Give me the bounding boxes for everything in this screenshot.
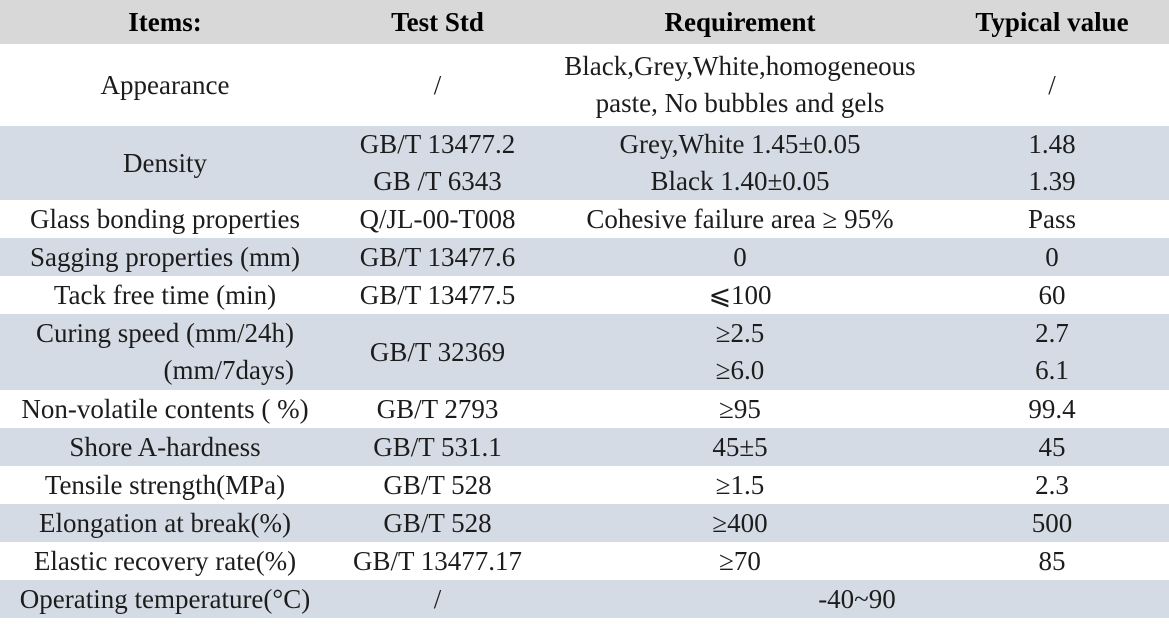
cell-line: 6.1	[1035, 355, 1069, 385]
cell-test-std: GB/T 13477.5	[359, 279, 516, 310]
cell-test-std: GB/T 531.1	[373, 431, 502, 462]
cell-requirement-merged: -40~90	[818, 583, 896, 614]
cell-requirement: Black,Grey,White,homogeneous paste, No b…	[545, 44, 935, 126]
cell-line: 1.39	[1028, 166, 1076, 196]
cell-item: Appearance	[100, 69, 230, 100]
cell-line: Curing speed (mm/24h)	[36, 318, 294, 348]
cell-typical-value: /	[1048, 69, 1056, 100]
cell-item: Non-volatile contents ( %)	[21, 393, 309, 424]
cell-line: GB /T 6343	[373, 166, 502, 196]
row-shore-hardness: Shore A-hardness GB/T 531.1 45±5 45	[0, 428, 1169, 466]
cell-line: ≥2.5	[715, 318, 765, 348]
cell-requirement: ≥95	[719, 393, 761, 424]
cell-requirement: ≥400	[712, 507, 768, 538]
cell-requirement: ≥70	[719, 545, 761, 576]
row-appearance: Appearance / Black,Grey,White,homogeneou…	[0, 44, 1169, 126]
cell-test-std: GB/T 13477.17	[352, 545, 522, 576]
cell-requirement: Cohesive failure area ≥ 95%	[586, 203, 894, 234]
cell-line: 2.7	[1035, 318, 1069, 348]
cell-typical-value: Pass	[1027, 203, 1076, 234]
header-typical-value: Typical value	[935, 0, 1169, 44]
cell-line: GB/T 13477.2	[359, 129, 516, 159]
cell-typical-value: 2.3	[1035, 469, 1069, 500]
cell-line: 1.48	[1028, 129, 1076, 159]
row-tack-free-time: Tack free time (min) GB/T 13477.5 ⩽100 6…	[0, 276, 1169, 314]
cell-test-std: GB/T 2793	[376, 393, 499, 424]
cell-test-std: GB/T 13477.6	[359, 241, 516, 272]
header-row: Items: Test Std Requirement Typical valu…	[0, 0, 1169, 44]
row-density: Density GB/T 13477.2 GB /T 6343 Grey,Whi…	[0, 126, 1169, 200]
cell-typical-value: 500	[1031, 507, 1073, 538]
cell-item: Operating temperature(°C)	[19, 583, 311, 614]
cell-line: ≥6.0	[715, 355, 765, 385]
row-curing-speed: Curing speed (mm/24h) (mm/7days) GB/T 32…	[0, 314, 1169, 390]
cell-typical-value: 60	[1038, 279, 1066, 310]
cell-typical-value: 85	[1038, 545, 1066, 576]
cell-line: Black,Grey,White,homogeneous	[564, 51, 916, 81]
cell-typical-value: 0	[1045, 241, 1059, 272]
cell-item: Tensile strength(MPa)	[44, 469, 286, 500]
cell-item: Sagging properties (mm)	[30, 241, 300, 272]
header-test-std: Test Std	[330, 0, 545, 44]
header-items: Items:	[0, 0, 330, 44]
cell-item: Tack free time (min)	[53, 279, 277, 310]
row-sagging: Sagging properties (mm) GB/T 13477.6 0 0	[0, 238, 1169, 276]
cell-line: Black 1.40±0.05	[650, 166, 830, 196]
cell-line: paste, No bubbles and gels	[595, 88, 885, 118]
cell-test-std: GB/T 13477.2 GB /T 6343	[330, 126, 545, 200]
row-elastic-recovery: Elastic recovery rate(%) GB/T 13477.17 ≥…	[0, 542, 1169, 580]
cell-item: Elongation at break(%)	[39, 507, 291, 538]
cell-item: Glass bonding properties	[30, 203, 300, 234]
cell-item: Elastic recovery rate(%)	[33, 545, 297, 576]
cell-typical-value: 45	[1038, 431, 1066, 462]
cell-requirement: 0	[733, 241, 747, 272]
cell-item: Density	[123, 147, 207, 178]
cell-requirement: ≥1.5	[715, 469, 765, 500]
cell-typical-value: 99.4	[1028, 393, 1076, 424]
cell-requirement: ≥2.5 ≥6.0	[545, 314, 935, 390]
row-elongation: Elongation at break(%) GB/T 528 ≥400 500	[0, 504, 1169, 542]
row-operating-temperature: Operating temperature(°C) / -40~90	[0, 580, 1169, 618]
header-requirement: Requirement	[545, 0, 935, 44]
cell-item: Curing speed (mm/24h) (mm/7days)	[0, 314, 330, 390]
cell-test-std: /	[433, 583, 442, 614]
row-tensile-strength: Tensile strength(MPa) GB/T 528 ≥1.5 2.3	[0, 466, 1169, 504]
cell-requirement: ⩽100	[708, 279, 772, 310]
cell-requirement: Grey,White 1.45±0.05 Black 1.40±0.05	[545, 126, 935, 200]
cell-line: Grey,White 1.45±0.05	[619, 129, 861, 159]
cell-test-std: /	[433, 69, 442, 100]
row-glass-bonding: Glass bonding properties Q/JL-00-T008 Co…	[0, 200, 1169, 238]
curing-speed-label-block: Curing speed (mm/24h) (mm/7days)	[36, 315, 294, 389]
cell-typical-value: 2.7 6.1	[935, 314, 1169, 390]
cell-item: Shore A-hardness	[69, 431, 261, 462]
cell-test-std: GB/T 528	[383, 507, 492, 538]
cell-requirement: 45±5	[712, 431, 768, 462]
cell-test-std: GB/T 32369	[369, 336, 506, 367]
cell-typical-value: 1.48 1.39	[935, 126, 1169, 200]
row-non-volatile: Non-volatile contents ( %) GB/T 2793 ≥95…	[0, 390, 1169, 428]
cell-test-std: Q/JL-00-T008	[359, 203, 516, 234]
cell-test-std: GB/T 528	[383, 469, 492, 500]
cell-line: (mm/7days)	[163, 355, 294, 385]
